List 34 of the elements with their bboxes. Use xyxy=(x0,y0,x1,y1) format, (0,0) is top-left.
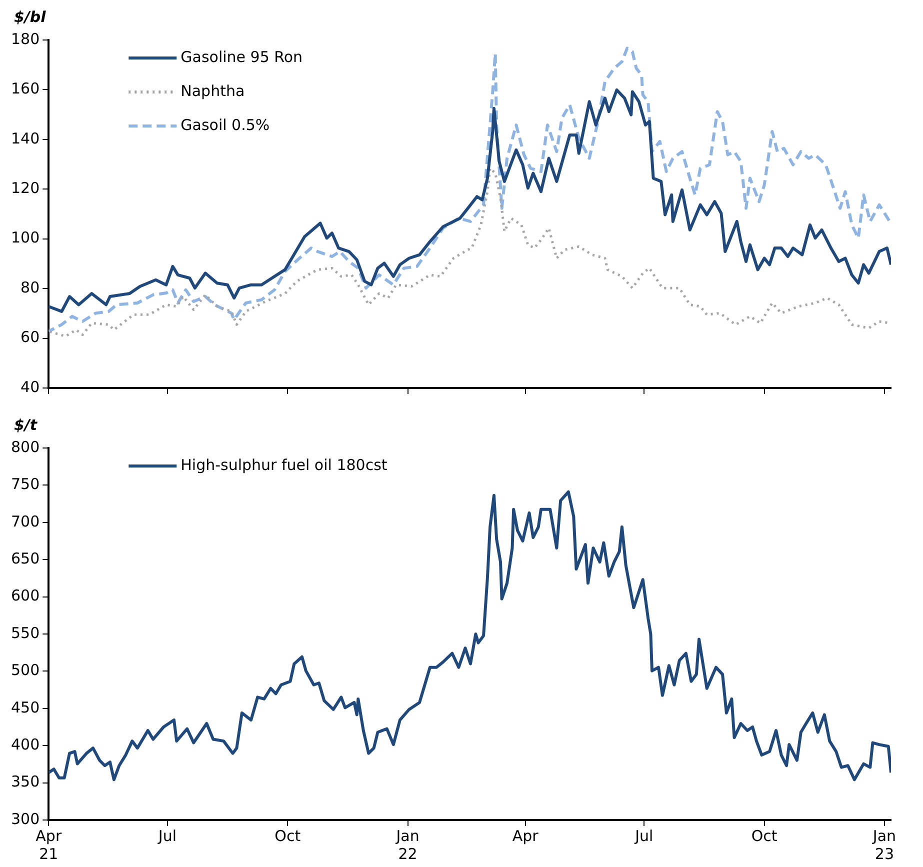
y-tick-label: 300 xyxy=(10,810,40,828)
y-tick-label: 600 xyxy=(10,586,40,605)
y-tick-label: 450 xyxy=(10,698,40,716)
x-tick-label: Jan 22 xyxy=(395,826,420,863)
legend-label: Naphtha xyxy=(180,82,245,100)
y-tick-label: 750 xyxy=(10,475,40,494)
x-tick-label: Oct xyxy=(751,826,778,845)
y-axis-title: $/t xyxy=(13,416,38,436)
x-tick-label: Apr 21 xyxy=(36,826,62,863)
x-tick-label: Jan 23 xyxy=(872,826,896,863)
y-tick-label: 800 xyxy=(10,438,40,456)
x-tick-label: Oct xyxy=(274,826,301,845)
y-tick-label: 140 xyxy=(10,129,40,148)
y-tick-label: 400 xyxy=(10,735,40,754)
y-tick-label: 80 xyxy=(20,278,40,296)
x-tick-label: Jul xyxy=(634,826,654,845)
legend-label: High-sulphur fuel oil 180cst xyxy=(180,456,388,474)
y-tick-label: 180 xyxy=(10,30,40,48)
x-tick-label: Apr xyxy=(512,826,540,845)
y-tick-label: 650 xyxy=(10,549,40,568)
y-tick-label: 40 xyxy=(20,378,40,396)
y-tick-label: 100 xyxy=(10,228,40,247)
y-tick-label: 350 xyxy=(10,772,40,791)
y-tick-label: 160 xyxy=(10,80,40,98)
y-tick-label: 700 xyxy=(10,512,40,530)
legend-label: Gasoline 95 Ron xyxy=(180,48,303,66)
y-tick-label: 500 xyxy=(10,661,40,680)
y-tick-label: 120 xyxy=(10,179,40,198)
legend-label: Gasoil 0.5% xyxy=(180,116,270,134)
y-tick-label: 550 xyxy=(10,624,40,642)
x-tick-label: Jul xyxy=(157,826,177,845)
y-tick-label: 60 xyxy=(20,328,40,346)
y-axis-title: $/bl xyxy=(13,8,47,28)
line-series xyxy=(48,46,891,333)
